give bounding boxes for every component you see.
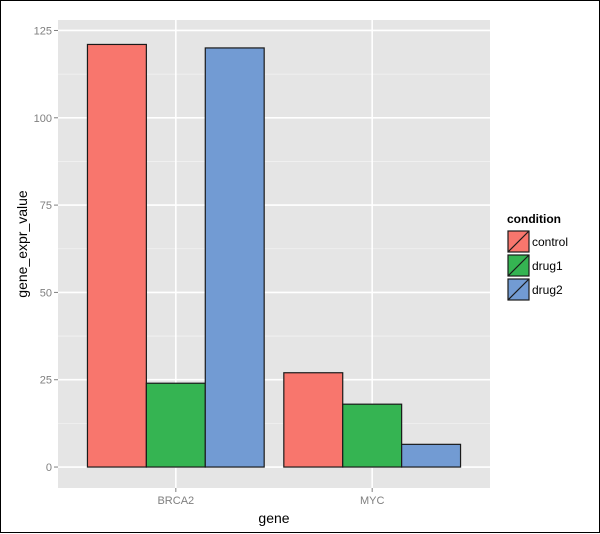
bar-drug2-brca2 xyxy=(204,47,265,468)
legend-label-control: control xyxy=(532,235,568,249)
bars xyxy=(86,43,462,468)
bar-control-myc xyxy=(283,372,344,468)
legend-swatch-slash xyxy=(507,278,530,301)
legend-swatch-slash xyxy=(507,254,530,277)
y-tick-label: 125 xyxy=(34,25,52,37)
legend-label-drug1: drug1 xyxy=(532,259,563,273)
y-tick-label: 50 xyxy=(40,287,52,299)
x-tick-label: BRCA2 xyxy=(157,495,194,507)
y-tick-label: 0 xyxy=(46,462,52,474)
legend-label-drug2: drug2 xyxy=(532,283,563,297)
y-axis-title: gene_expr_value xyxy=(14,190,30,298)
legend-swatch-slash xyxy=(507,230,530,253)
x-axis: BRCA2 MYC xyxy=(157,488,384,507)
legend-items: control drug1 drug2 xyxy=(506,229,568,302)
bar-control-brca2 xyxy=(86,43,147,468)
bar-drug1-brca2 xyxy=(145,382,206,468)
x-tick-label: MYC xyxy=(360,495,385,507)
bar-drug1-myc xyxy=(342,403,403,468)
y-axis: 0 25 50 75 100 125 xyxy=(34,25,58,474)
y-tick-label: 75 xyxy=(40,200,52,212)
y-tick-label: 100 xyxy=(34,113,52,125)
legend-title: condition xyxy=(507,212,561,226)
y-tick-label: 25 xyxy=(40,375,52,387)
x-axis-title: gene xyxy=(258,510,289,526)
bar-drug2-myc xyxy=(401,443,462,468)
legend: condition control drug1 drug2 xyxy=(506,212,568,302)
